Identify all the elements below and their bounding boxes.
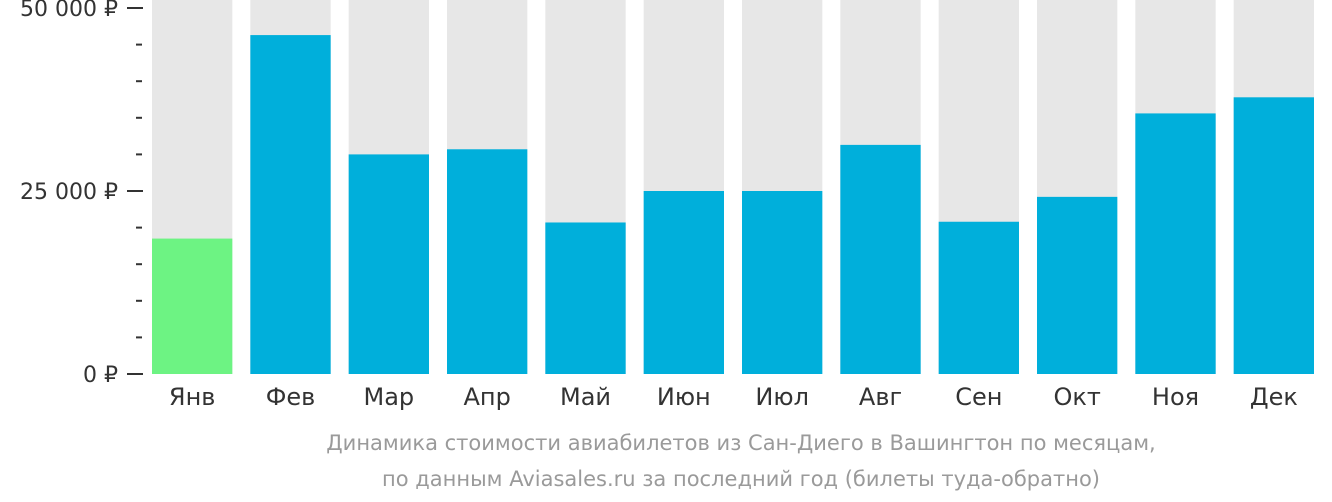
bar-6 <box>643 191 724 374</box>
x-tick-label: Ноя <box>1152 383 1199 411</box>
bar-12 <box>1233 97 1314 374</box>
bar-3 <box>348 154 429 374</box>
x-tick-label: Май <box>560 383 611 411</box>
y-tick-label: 0 ₽ <box>83 363 118 388</box>
x-tick-label: Дек <box>1250 383 1298 411</box>
x-axis: Янв Фев Мар Апр Май Июн Июл Авг Сен Окт Ноя Дек <box>169 383 1298 411</box>
y-tick-label: 25 000 ₽ <box>20 180 118 205</box>
y-tick-label: 50 000 ₽ <box>20 0 118 22</box>
bars <box>152 35 1314 375</box>
x-tick-label: Июл <box>755 383 809 411</box>
bar-2 <box>250 35 331 375</box>
x-tick-label: Сен <box>955 383 1002 411</box>
x-tick-label: Авг <box>859 383 902 411</box>
x-tick-label: Апр <box>463 383 510 411</box>
chart-caption-line-1: Динамика стоимости авиабилетов из Сан-Ди… <box>326 431 1156 455</box>
y-axis: 0 ₽ 25 000 ₽ 50 000 ₽ <box>20 0 143 388</box>
x-tick-label: Мар <box>364 383 415 411</box>
price-chart: 0 ₽ 25 000 ₽ 50 000 ₽ Янв Фев Мар Апр Май Июн Ию… <box>20 0 1314 411</box>
chart-caption-line-2: по данным Aviasales.ru за последний год … <box>382 467 1100 491</box>
bar-1 <box>152 238 233 374</box>
x-tick-label: Янв <box>169 383 216 411</box>
bar-7 <box>742 191 823 374</box>
bar-9 <box>938 221 1019 374</box>
bar-10 <box>1037 196 1118 374</box>
x-tick-label: Фев <box>266 383 316 411</box>
bar-5 <box>545 222 626 374</box>
bar-4 <box>447 149 528 374</box>
x-tick-label: Окт <box>1053 383 1100 411</box>
bar-11 <box>1135 113 1216 375</box>
x-tick-label: Июн <box>657 383 711 411</box>
bar-8 <box>840 144 921 374</box>
